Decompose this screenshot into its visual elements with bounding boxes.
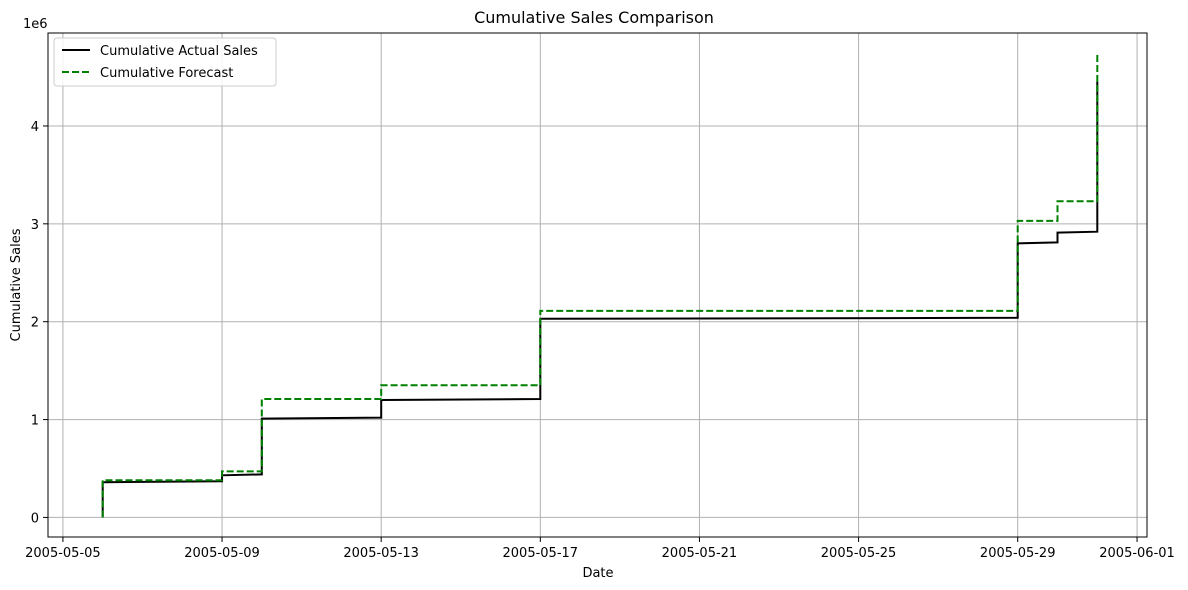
y-tick-label: 1 [31, 414, 39, 429]
legend-box [53, 37, 277, 87]
x-tick-label: 2005-05-21 [662, 546, 738, 561]
legend: Cumulative Actual Sales Cumulative Forec… [53, 37, 277, 87]
legend-label-actual: Cumulative Actual Sales [100, 44, 258, 59]
plot-frame [47, 32, 1148, 538]
x-tick-label: 2005-05-17 [503, 546, 579, 561]
y-axis-label: Cumulative Sales [9, 228, 24, 341]
x-tick-label: 2005-05-05 [25, 546, 101, 561]
legend-label-forecast: Cumulative Forecast [100, 66, 233, 81]
y-tick-label: 2 [31, 316, 39, 331]
grid [48, 33, 1147, 537]
series-line-0 [101, 81, 1099, 518]
y-tick-label: 3 [31, 218, 39, 233]
x-tick-label: 2005-05-25 [821, 546, 897, 561]
x-tick-label: 2005-05-09 [184, 546, 260, 561]
y-axis-offset-label: 1e6 [23, 17, 48, 32]
y-axis: 0 1 2 3 4 [31, 120, 48, 526]
y-tick-label: 4 [31, 120, 39, 135]
x-tick-label: 2005-05-13 [343, 546, 419, 561]
series-line-1 [101, 54, 1099, 518]
chart-title: Cumulative Sales Comparison [474, 8, 714, 27]
x-tick-label: 2005-06-01 [1099, 546, 1175, 561]
y-tick-label: 0 [31, 511, 39, 526]
plot-series [101, 54, 1099, 518]
x-tick-label: 2005-05-29 [980, 546, 1056, 561]
x-axis: 2005-05-05 2005-05-09 2005-05-13 2005-05-17… [25, 537, 1175, 561]
x-axis-label: Date [582, 566, 613, 581]
